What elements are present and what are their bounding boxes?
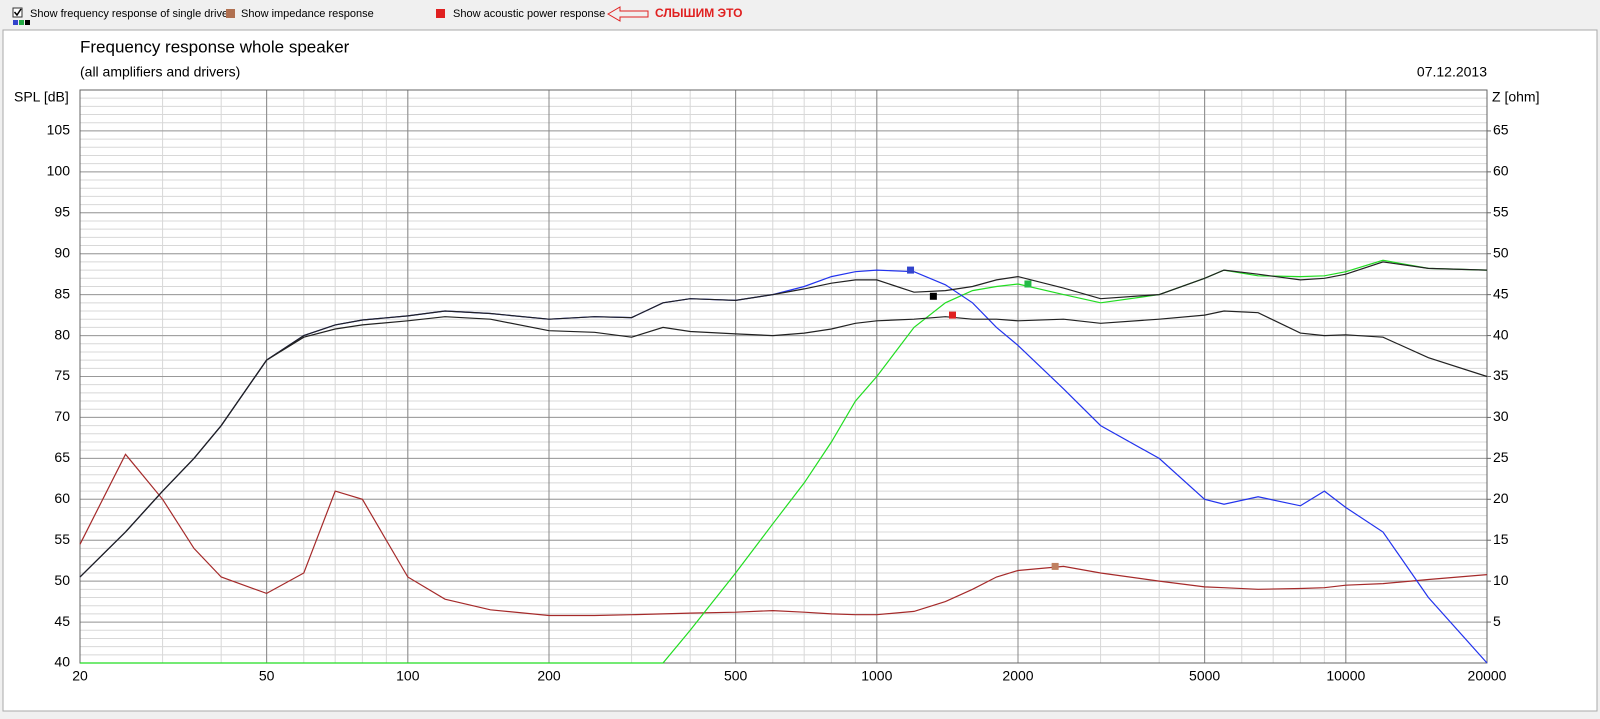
y-tick-label: 85 [54,285,70,301]
legend-swatch [226,9,235,18]
arrow [607,6,649,22]
y2-tick-label: 15 [1493,531,1509,547]
x-tick-label: 50 [259,668,275,684]
y-tick-label: 80 [54,326,70,342]
y2-axis-label: Z [ohm] [1492,89,1539,105]
x-tick-label: 5000 [1189,668,1220,684]
legend-swatch [25,20,30,25]
toolbar-item[interactable]: Show frequency response of single drive [30,8,228,20]
cursor-marker [948,311,956,319]
y-tick-label: 95 [54,203,70,219]
toolbar-item[interactable]: Show acoustic power response [453,8,605,20]
y-tick-label: 40 [54,654,70,670]
y-tick-label: 75 [54,367,70,383]
date: 07.12.2013 [1417,64,1487,80]
chart-title: Frequency response whole speaker [80,37,350,56]
x-tick-label: 500 [724,668,748,684]
cursor-marker [907,266,915,274]
x-tick-label: 10000 [1326,668,1365,684]
y2-tick-label: 5 [1493,613,1501,629]
x-tick-label: 100 [396,668,420,684]
legend-swatch [13,20,18,25]
toolbar-item[interactable]: Show impedance response [241,8,374,20]
checkbox[interactable] [12,7,23,18]
x-tick-label: 200 [537,668,561,684]
y2-tick-label: 10 [1493,572,1509,588]
chart-panel [2,29,1598,712]
y-tick-label: 65 [54,449,70,465]
y-tick-label: 45 [54,613,70,629]
y-tick-label: 50 [54,572,70,588]
y2-tick-label: 35 [1493,367,1509,383]
y2-tick-label: 50 [1493,244,1509,260]
y2-tick-label: 30 [1493,408,1509,424]
series-line [79,261,1488,578]
cursor-marker [1051,562,1059,570]
y-axis-label: SPL [dB] [14,89,69,105]
check-mark [13,8,22,17]
x-tick-label: 2000 [1002,668,1033,684]
legend-swatch [436,9,445,18]
y-tick-label: 70 [54,408,70,424]
y2-tick-label: 25 [1493,449,1509,465]
series-line [79,310,1488,578]
y-tick-label: 105 [47,122,71,138]
x-tick-label: 20000 [1468,668,1507,684]
cursor-marker [929,292,937,300]
series-line [80,259,1488,664]
x-tick-label: 1000 [861,668,892,684]
y2-tick-label: 55 [1493,203,1509,219]
y2-tick-label: 20 [1493,490,1509,506]
chart-subtitle: (all amplifiers and drivers) [80,64,240,80]
y-tick-label: 90 [54,244,70,260]
y2-tick-label: 40 [1493,326,1509,342]
series-line [79,453,1488,617]
y2-tick-label: 60 [1493,163,1509,179]
y-tick-label: 100 [47,163,71,179]
note: СЛЫШИМ ЭТО [655,6,742,20]
legend-swatch [19,20,24,25]
toolbar [0,0,1600,28]
x-tick-label: 20 [72,668,88,684]
y-tick-label: 55 [54,531,70,547]
y2-tick-label: 65 [1493,122,1509,138]
y2-tick-label: 45 [1493,285,1509,301]
cursor-marker [1024,280,1032,288]
y-tick-label: 60 [54,490,70,506]
